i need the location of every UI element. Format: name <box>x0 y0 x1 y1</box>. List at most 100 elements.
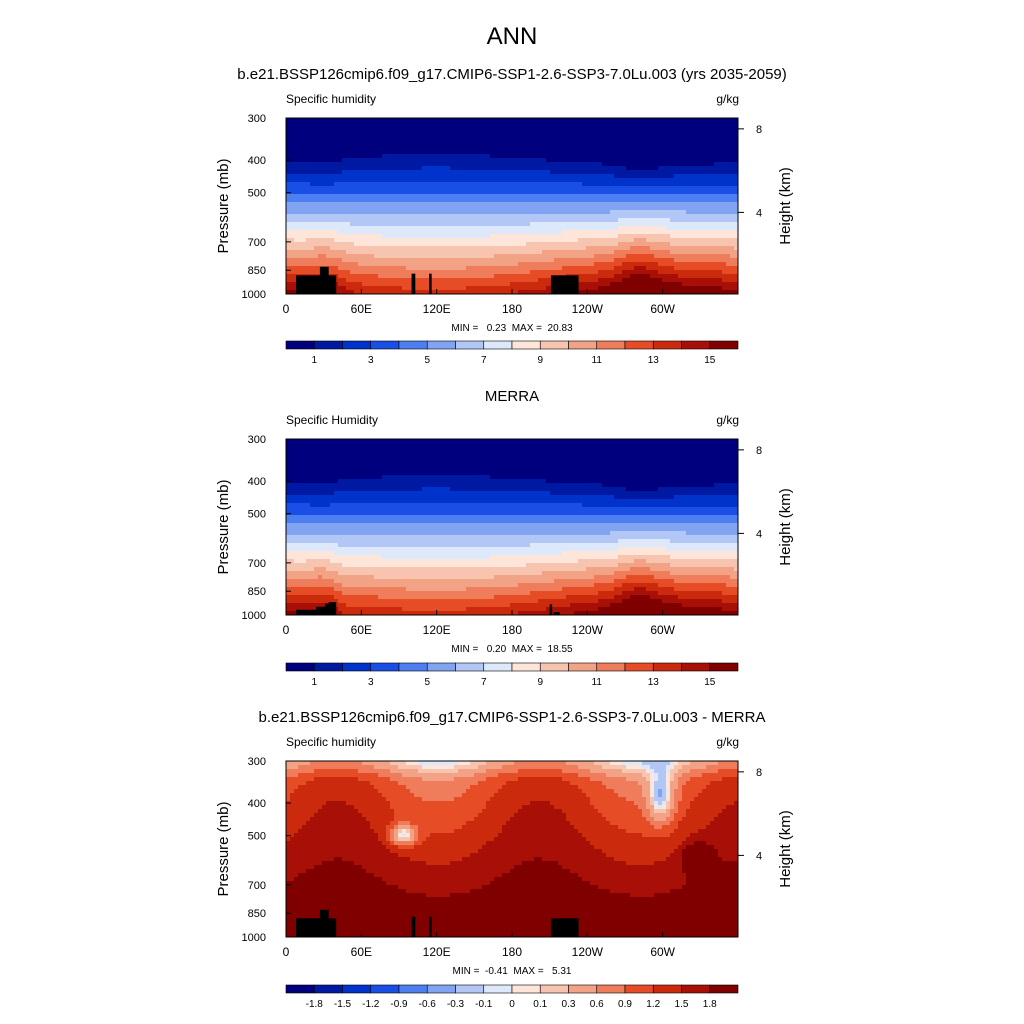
contour-cell <box>314 214 319 219</box>
contour-cell <box>358 206 363 211</box>
contour-cell <box>526 258 531 263</box>
contour-cell <box>422 254 427 259</box>
contour-cell <box>482 150 487 155</box>
contour-cell <box>490 242 495 247</box>
contour-cell <box>714 158 719 163</box>
contour-cell <box>346 142 351 147</box>
contour-cell <box>302 122 307 127</box>
contour-cell <box>478 262 483 267</box>
contour-cell <box>678 146 683 151</box>
contour-cell <box>478 242 483 247</box>
contour-cell <box>426 270 431 275</box>
contour-cell <box>306 198 311 203</box>
contour-cell <box>354 122 359 127</box>
contour-cell <box>486 154 491 159</box>
contour-cell <box>542 166 547 171</box>
contour-cell <box>350 130 355 135</box>
contour-cell <box>518 158 523 163</box>
contour-cell <box>630 266 635 271</box>
contour-cell <box>366 218 371 223</box>
contour-cell <box>326 190 331 195</box>
contour-cell <box>518 250 523 255</box>
contour-cell <box>414 242 419 247</box>
contour-cell <box>642 154 647 159</box>
contour-cell <box>338 246 343 251</box>
contour-cell <box>366 286 371 291</box>
contour-cell <box>554 218 559 223</box>
contour-cell <box>706 278 711 283</box>
contour-cell <box>654 194 659 199</box>
contour-cell <box>734 154 738 159</box>
contour-cell <box>306 262 311 267</box>
contour-cell <box>418 238 423 243</box>
contour-cell <box>490 210 495 215</box>
contour-cell <box>298 186 303 191</box>
contour-cell <box>574 194 579 199</box>
contour-cell <box>362 178 367 183</box>
contour-cell <box>342 158 347 163</box>
contour-cell <box>662 290 667 294</box>
contour-cell <box>626 262 631 267</box>
contour-cell <box>462 182 467 187</box>
contour-cell <box>506 238 511 243</box>
contour-cell <box>338 198 343 203</box>
contour-cell <box>658 138 663 143</box>
contour-cell <box>490 238 495 243</box>
contour-cell <box>506 242 511 247</box>
contour-cell <box>734 166 738 171</box>
contour-cell <box>710 142 715 147</box>
contour-cell <box>306 238 311 243</box>
contour-cell <box>450 158 455 163</box>
contour-cell <box>490 118 495 123</box>
contour-cell <box>494 154 499 159</box>
contour-cell <box>546 222 551 227</box>
contour-cell <box>602 278 607 283</box>
contour-cell <box>478 150 483 155</box>
contour-cell <box>398 122 403 127</box>
contour-cell <box>578 258 583 263</box>
contour-cell <box>566 226 571 231</box>
contour-cell <box>402 286 407 291</box>
contour-cell <box>390 278 395 283</box>
contour-cell <box>626 170 631 175</box>
contour-cell <box>314 178 319 183</box>
contour-cell <box>666 118 671 123</box>
contour-cell <box>342 254 347 259</box>
contour-cell <box>462 254 467 259</box>
contour-cell <box>734 286 738 291</box>
contour-cell <box>534 286 539 291</box>
contour-cell <box>622 142 627 147</box>
contour-cell <box>422 242 427 247</box>
contour-cell <box>446 146 451 151</box>
contour-cell <box>466 206 471 211</box>
contour-cell <box>634 174 639 179</box>
contour-cell <box>686 206 691 211</box>
contour-cell <box>666 134 671 139</box>
contour-cell <box>530 222 535 227</box>
contour-cell <box>626 270 631 275</box>
contour-cell <box>498 166 503 171</box>
contour-cell <box>442 270 447 275</box>
contour-cell <box>430 146 435 151</box>
contour-cell <box>342 206 347 211</box>
contour-cell <box>534 186 539 191</box>
contour-cell <box>342 174 347 179</box>
contour-cell <box>402 222 407 227</box>
contour-cell <box>522 186 527 191</box>
contour-cell <box>682 218 687 223</box>
contour-cell <box>562 154 567 159</box>
contour-cell <box>594 134 599 139</box>
contour-cell <box>614 118 619 123</box>
contour-cell <box>694 178 699 183</box>
contour-cell <box>710 270 715 275</box>
contour-cell <box>394 142 399 147</box>
contour-cell <box>538 214 543 219</box>
contour-cell <box>322 178 327 183</box>
contour-cell <box>502 206 507 211</box>
contour-cell <box>326 218 331 223</box>
contour-cell <box>362 278 367 283</box>
contour-cell <box>462 210 467 215</box>
contour-cell <box>714 222 719 227</box>
contour-cell <box>418 186 423 191</box>
contour-cell <box>490 286 495 291</box>
